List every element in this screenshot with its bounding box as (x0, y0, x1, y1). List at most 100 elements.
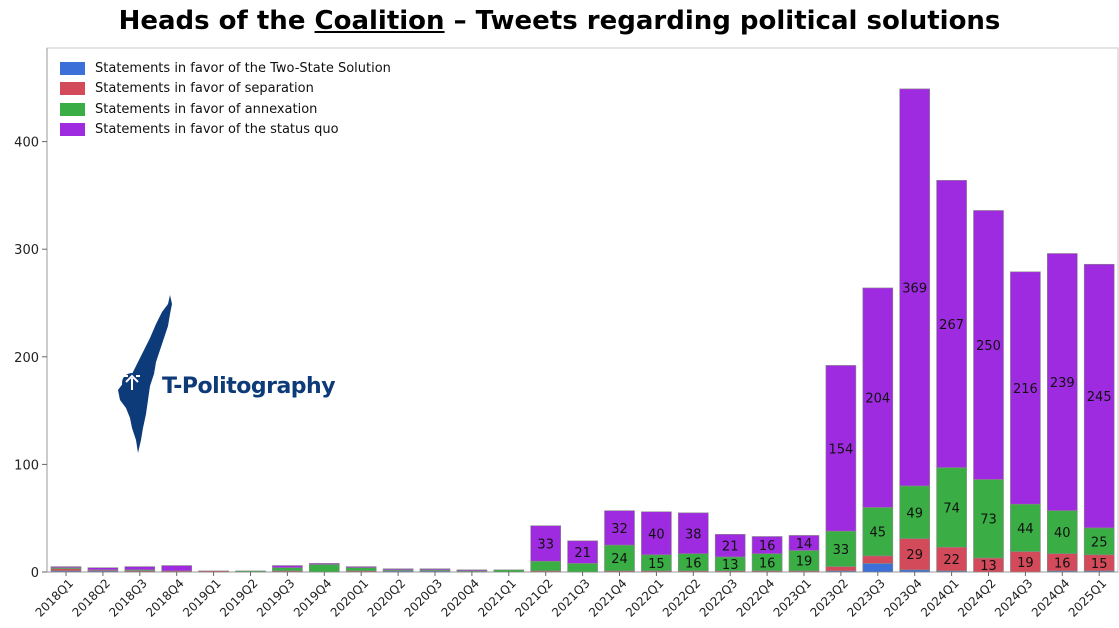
israel-map-logo-icon (118, 295, 172, 453)
legend-label-status-quo: Statements in favor of the status quo (95, 122, 339, 138)
y-tick-label: 0 (31, 566, 39, 581)
data-label: 40 (1054, 526, 1071, 541)
legend-label-annexation: Statements in favor of annexation (95, 101, 318, 117)
bar-segment-status-quo (641, 511, 672, 556)
data-label: 38 (685, 527, 702, 542)
bar-segment-status-quo (345, 566, 377, 568)
bar-segment-status-quo (161, 565, 192, 572)
data-label: 216 (1013, 382, 1038, 397)
data-label: 267 (939, 318, 964, 333)
bar-segment-annexation (825, 530, 857, 567)
data-label: 21 (722, 540, 739, 555)
x-tick-label: 2021Q4 (586, 576, 630, 620)
bar-segment-status-quo (973, 210, 1004, 480)
bar-segment-status-quo (604, 510, 635, 546)
data-label: 15 (648, 557, 665, 572)
data-label: 250 (976, 339, 1001, 354)
bar-segment-annexation (899, 485, 931, 539)
x-tick-label: 2021Q1 (475, 576, 519, 620)
x-tick-label: 2023Q4 (881, 576, 925, 620)
x-tick-label: 2020Q2 (365, 576, 409, 620)
legend-label-two-state: Statements in favor of the Two-State Sol… (95, 60, 391, 76)
bar-segment-annexation (308, 564, 340, 573)
bar-segment-two-state (862, 563, 894, 573)
bar-segment-annexation (604, 544, 635, 572)
bar-segment-annexation (493, 569, 525, 573)
bar-segment-status-quo (419, 568, 451, 571)
bar-segment-status-quo (714, 534, 746, 558)
bar-segment-annexation (1047, 510, 1078, 555)
data-label: 239 (1050, 376, 1075, 391)
data-label: 49 (906, 506, 923, 521)
x-tick-label: 2022Q4 (734, 576, 778, 620)
legend-swatch-annexation (60, 102, 85, 116)
x-tick-label: 2021Q3 (549, 576, 593, 620)
data-label: 245 (1087, 390, 1112, 405)
bar-segment-status-quo (1083, 263, 1115, 529)
bar-segment-status-quo (87, 567, 119, 571)
x-tick-label: 2019Q2 (217, 576, 261, 620)
chart-legend: Statements in favor of the Two-State Sol… (60, 58, 391, 140)
legend-item-two-state: Statements in favor of the Two-State Sol… (60, 58, 391, 79)
data-label: 13 (722, 558, 739, 573)
data-label: 40 (648, 527, 665, 542)
bar-segment-status-quo (1010, 271, 1041, 505)
data-label: 74 (943, 501, 960, 516)
x-tick-label: 2023Q3 (844, 576, 888, 620)
x-tick-label: 2018Q4 (143, 576, 187, 620)
data-label: 29 (906, 548, 923, 563)
bar-segment-status-quo (936, 180, 967, 468)
x-tick-label: 2020Q4 (438, 576, 482, 620)
x-tick-label: 2022Q1 (623, 576, 667, 620)
bar-segment-annexation (973, 479, 1004, 559)
bar-segment-status-quo (751, 536, 783, 555)
x-tick-label: 2023Q2 (807, 576, 851, 620)
x-tick-label: 2020Q3 (402, 576, 446, 620)
bar-segment-separation (899, 538, 931, 571)
data-label: 24 (611, 552, 628, 567)
bar-segment-separation (50, 568, 82, 572)
y-tick-label: 200 (14, 351, 39, 366)
x-tick-label: 2018Q3 (106, 576, 150, 620)
bar-segment-two-state (899, 569, 931, 573)
legend-swatch-two-state (60, 61, 85, 75)
bar-segment-status-quo (272, 565, 303, 568)
bar-segment-status-quo (50, 566, 82, 568)
data-label: 15 (1091, 557, 1108, 572)
y-tick-label: 300 (14, 243, 39, 258)
data-label: 16 (685, 556, 702, 571)
data-label: 13 (980, 559, 997, 574)
data-label: 33 (833, 543, 850, 558)
title-text-end: – Tweets regarding political solutions (444, 6, 1001, 36)
bar-segment-annexation (1010, 503, 1041, 552)
bar-segment-status-quo (862, 287, 894, 508)
bar-segment-annexation (272, 567, 303, 572)
title-text-start: Heads of the (118, 6, 315, 36)
y-tick-label: 100 (14, 458, 39, 473)
bar-segment-status-quo (124, 566, 156, 571)
title-text-underlined: Coalition (314, 6, 445, 36)
data-label: 73 (980, 513, 997, 528)
bar-segment-status-quo (825, 365, 857, 532)
x-tick-label: 2024Q3 (992, 576, 1036, 620)
x-tick-label: 2023Q1 (771, 576, 815, 620)
data-label: 16 (759, 556, 776, 571)
legend-swatch-separation (60, 82, 85, 96)
x-tick-label: 2022Q2 (660, 576, 704, 620)
bar-segment-status-quo (567, 540, 598, 564)
bar-segment-annexation (345, 567, 377, 572)
x-tick-label: 2019Q3 (254, 576, 298, 620)
legend-item-separation: Statements in favor of separation (60, 79, 391, 100)
data-label: 25 (1091, 535, 1108, 550)
x-tick-label: 2024Q2 (955, 576, 999, 620)
data-label: 33 (537, 537, 554, 552)
data-label: 32 (611, 522, 628, 537)
x-tick-label: 2018Q1 (33, 576, 77, 620)
data-label: 16 (1054, 556, 1071, 571)
x-tick-label: 2022Q3 (697, 576, 741, 620)
bar-segment-annexation (567, 563, 598, 573)
x-tick-label: 2019Q4 (291, 576, 335, 620)
y-tick-label: 400 (14, 136, 39, 151)
bar-segment-annexation (235, 570, 266, 573)
x-tick-label: 2019Q1 (180, 576, 224, 620)
